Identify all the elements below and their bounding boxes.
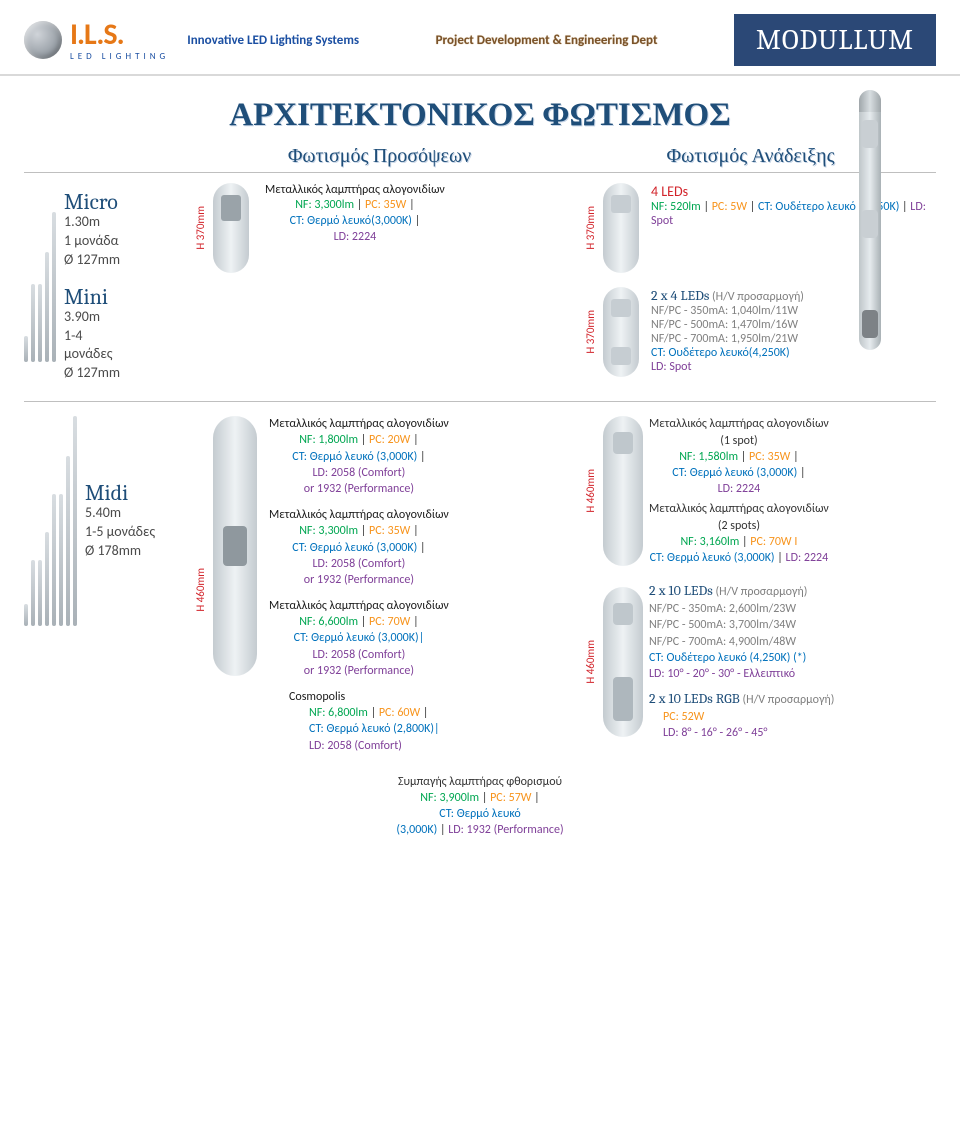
page-title: ΑΡΧΙΤΕΚΤΟΝΙΚΟΣ ΦΩΤΙΣΜΟΣ (0, 96, 960, 134)
height-label: H 460mm (194, 568, 207, 612)
height-bars-icon (24, 212, 56, 362)
model-mini-name: Mini (64, 286, 120, 308)
mini-fixture-icon (603, 183, 639, 273)
logo-text: I.L.S. (70, 20, 169, 50)
leds-title: 2 x 4 LEDs (H/V προσαρμογή) (651, 287, 804, 304)
spec-line: NF/PC - 350mA: 1,040lm/11W (651, 304, 804, 318)
midi-spec-block: Μεταλλικός λαμπτήρας αλογονιδίων NF: 1,8… (269, 416, 449, 497)
fixture-photo (840, 90, 900, 350)
tagline: Innovative LED Lighting Systems (187, 33, 359, 48)
spec-line: NF/PC - 700mA: 1,950lm/21W (651, 332, 804, 346)
spec-title: Μεταλλικός λαμπτήρας αλογονιδίων (265, 183, 445, 197)
column-headers: Φωτισμός Προσόψεων Φωτισμός Ανάδειξης (0, 144, 960, 168)
model-midi-height: 5.40m (85, 504, 155, 523)
model-micro-diam: Ø 127mm (64, 251, 120, 270)
logo: I.L.S. LED LIGHTING (24, 20, 169, 61)
department-label: Project Development & Engineering Dept (377, 33, 716, 48)
rule-under-headers (24, 172, 936, 173)
header-rule (0, 74, 960, 76)
col-header-facade: Φωτισμός Προσόψεων (194, 144, 565, 168)
height-label: H 460mm (584, 469, 597, 513)
page-header: I.L.S. LED LIGHTING Innovative LED Light… (0, 0, 960, 74)
midi-right-spec: Μεταλλικός λαμπτήρας αλογονιδίων (1 spot… (649, 416, 829, 566)
height-label: H 370mm (584, 206, 597, 250)
model-micro-height: 1.30m (64, 213, 120, 232)
section-midi: Midi 5.40m 1-5 μονάδες Ø 178mm H 460mm Μ… (0, 402, 960, 764)
midi-spec-block: Μεταλλικός λαμπτήρας αλογονιδίων NF: 6,6… (269, 598, 449, 679)
midi-spec-block: Μεταλλικός λαμπτήρας αλογονιδίων NF: 3,3… (269, 507, 449, 588)
model-micro-name: Micro (64, 191, 120, 213)
logo-subtext: LED LIGHTING (70, 52, 169, 61)
midi-right-fixture-icon (603, 416, 643, 566)
midi-right-fixture-icon (603, 587, 643, 737)
model-mini-height: 3.90m (64, 308, 120, 327)
mini-fixture-icon (603, 287, 639, 377)
model-midi-diam: Ø 178mm (85, 542, 155, 561)
spec-line: NF/PC - 500mA: 1,470lm/16W (651, 318, 804, 332)
model-mini-diam: Ø 127mm (64, 364, 120, 383)
midi-fixture-icon (213, 416, 257, 676)
model-midi-name: Midi (85, 482, 155, 504)
model-midi-units: 1-5 μονάδες (85, 523, 155, 542)
midi-spec-block: Cosmopolis NF: 6,800lm | PC: 60W | CT: Θ… (289, 689, 440, 754)
brand-band: MODULLUM (734, 14, 936, 66)
height-label: H 370mm (194, 206, 207, 250)
midi-right-spec: 2 x 10 LEDs (H/V προσαρμογή) NF/PC - 350… (649, 582, 834, 741)
logo-sphere-icon (24, 21, 62, 59)
bottom-spec: Συμπαγής λαμπτήρας φθορισμού NF: 3,900lm… (0, 774, 960, 839)
model-micro-units: 1 μονάδα (64, 232, 120, 251)
height-label: H 370mm (584, 310, 597, 354)
model-mini-units: 1-4 μονάδες (64, 327, 120, 365)
mini-fixture-icon (213, 183, 249, 273)
spec-line: NF: 3,300lm | PC: 35W | (265, 197, 445, 213)
height-label: H 460mm (584, 640, 597, 684)
height-bars-icon (24, 416, 77, 626)
section-micro-mini: Micro 1.30m 1 μονάδα Ø 127mm Mini 3.90m … (0, 183, 960, 401)
